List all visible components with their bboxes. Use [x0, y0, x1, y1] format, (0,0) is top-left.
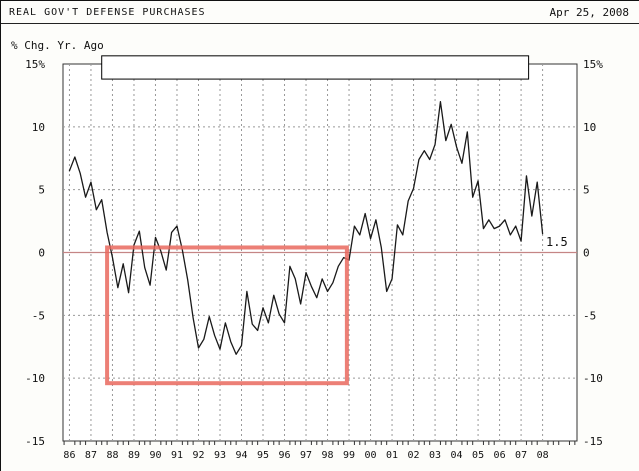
- y-axis-note: % Chg. Yr. Ago: [11, 39, 104, 52]
- x-axis-year-label: 93: [214, 450, 226, 461]
- x-axis-year-label: 04: [451, 450, 463, 461]
- x-axis-year-label: 94: [235, 450, 247, 461]
- x-axis-year-label: 02: [408, 450, 420, 461]
- report-date: Apr 25, 2008: [549, 6, 629, 19]
- y-axis-label-left: -15: [25, 435, 45, 448]
- y-axis-label-left: 15%: [25, 58, 45, 71]
- y-axis-label-right: 5: [583, 184, 590, 197]
- x-axis-year-label: 99: [343, 450, 355, 461]
- y-axis-label-left: -10: [25, 372, 45, 385]
- blank-title-box: [101, 55, 530, 80]
- y-axis-label-left: 5: [38, 184, 45, 197]
- x-axis-year-label: 92: [192, 450, 204, 461]
- x-axis-year-label: 05: [472, 450, 484, 461]
- latest-value-label: 1.5: [546, 235, 568, 249]
- x-axis-year-label: 03: [429, 450, 441, 461]
- y-axis-label-right: -5: [583, 309, 596, 322]
- x-axis-year-label: 91: [171, 450, 183, 461]
- x-axis-year-label: 88: [106, 450, 118, 461]
- y-axis-label-right: -15: [583, 435, 603, 448]
- x-axis-year-label: 01: [386, 450, 398, 461]
- x-axis-year-label: 06: [494, 450, 506, 461]
- x-axis-year-label: 90: [149, 450, 161, 461]
- y-axis-label-left: 10: [32, 121, 45, 134]
- x-axis-year-label: 98: [322, 450, 334, 461]
- x-axis-year-label: 07: [515, 450, 527, 461]
- y-axis-label-left: -5: [32, 309, 45, 322]
- y-axis-label-right: 10: [583, 121, 596, 134]
- header-divider: [1, 23, 639, 24]
- x-axis-year-label: 89: [128, 450, 140, 461]
- y-axis-label-right: 15%: [583, 58, 603, 71]
- x-axis-year-label: 96: [278, 450, 290, 461]
- x-axis-year-label: 86: [63, 450, 75, 461]
- y-axis-label-right: 0: [583, 247, 590, 260]
- y-axis-label-right: -10: [583, 372, 603, 385]
- x-axis-year-label: 97: [300, 450, 312, 461]
- data-line: [68, 101, 544, 355]
- x-axis-year-label: 87: [85, 450, 97, 461]
- x-axis-year-label: 95: [257, 450, 269, 461]
- x-axis-year-label: 00: [365, 450, 377, 461]
- highlight-rectangle: [105, 245, 349, 386]
- y-axis-label-left: 0: [38, 247, 45, 260]
- x-axis-year-label: 08: [537, 450, 549, 461]
- report-title: REAL GOV'T DEFENSE PURCHASES: [9, 7, 206, 18]
